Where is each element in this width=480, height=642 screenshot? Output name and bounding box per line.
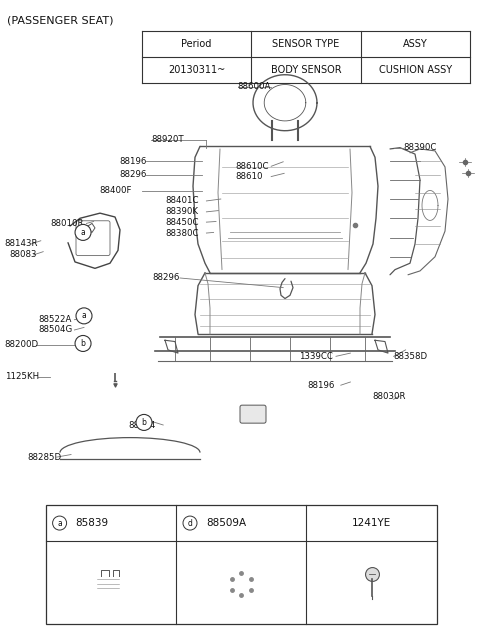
Text: 88030R: 88030R: [372, 392, 406, 401]
Text: BODY SENSOR: BODY SENSOR: [271, 65, 341, 75]
Circle shape: [183, 516, 197, 530]
Text: (PASSENGER SEAT): (PASSENGER SEAT): [7, 15, 114, 26]
Text: 1125KH: 1125KH: [5, 372, 39, 381]
Text: 88600A: 88600A: [238, 82, 271, 91]
Circle shape: [76, 308, 92, 324]
Circle shape: [136, 415, 152, 430]
Text: 88296: 88296: [119, 170, 146, 179]
Text: 88358D: 88358D: [394, 352, 428, 361]
Text: Period: Period: [181, 39, 212, 49]
Text: 88083: 88083: [10, 250, 37, 259]
Text: 88380C: 88380C: [166, 229, 199, 238]
Text: a: a: [82, 311, 86, 320]
FancyBboxPatch shape: [240, 405, 266, 423]
Text: 88610: 88610: [235, 172, 263, 181]
Text: SENSOR TYPE: SENSOR TYPE: [272, 39, 340, 49]
Text: 88610C: 88610C: [235, 162, 269, 171]
Text: 88194: 88194: [129, 421, 156, 429]
Text: 1241YE: 1241YE: [352, 518, 391, 528]
Text: 88920T: 88920T: [151, 135, 184, 144]
Text: 88522A: 88522A: [38, 315, 72, 324]
Text: 88200D: 88200D: [5, 340, 39, 349]
Circle shape: [75, 225, 91, 240]
Text: 88296: 88296: [153, 273, 180, 282]
Text: 88400F: 88400F: [100, 186, 132, 195]
Text: 1339CC: 1339CC: [299, 352, 333, 361]
Text: 85839: 85839: [75, 518, 109, 528]
Circle shape: [75, 336, 91, 351]
Text: 88143R: 88143R: [5, 239, 38, 248]
Text: 20130311~: 20130311~: [168, 65, 225, 75]
Text: ASSY: ASSY: [403, 39, 428, 49]
Circle shape: [53, 516, 67, 530]
Text: 88196: 88196: [307, 381, 335, 390]
Text: b: b: [142, 418, 146, 427]
Text: 88285D: 88285D: [28, 453, 62, 462]
Text: a: a: [57, 519, 62, 528]
Text: a: a: [81, 228, 85, 237]
Text: CUSHION ASSY: CUSHION ASSY: [379, 65, 452, 75]
Bar: [46, 505, 437, 624]
Text: 88390K: 88390K: [166, 207, 199, 216]
Text: 88504G: 88504G: [38, 325, 72, 334]
Text: 88401C: 88401C: [166, 196, 199, 205]
Text: 88450C: 88450C: [166, 218, 199, 227]
Text: d: d: [188, 519, 192, 528]
Text: 88196: 88196: [119, 157, 146, 166]
Text: 88010R: 88010R: [50, 219, 84, 228]
Text: 88390C: 88390C: [403, 143, 437, 152]
Text: 88509A: 88509A: [206, 518, 246, 528]
Text: b: b: [81, 339, 85, 348]
